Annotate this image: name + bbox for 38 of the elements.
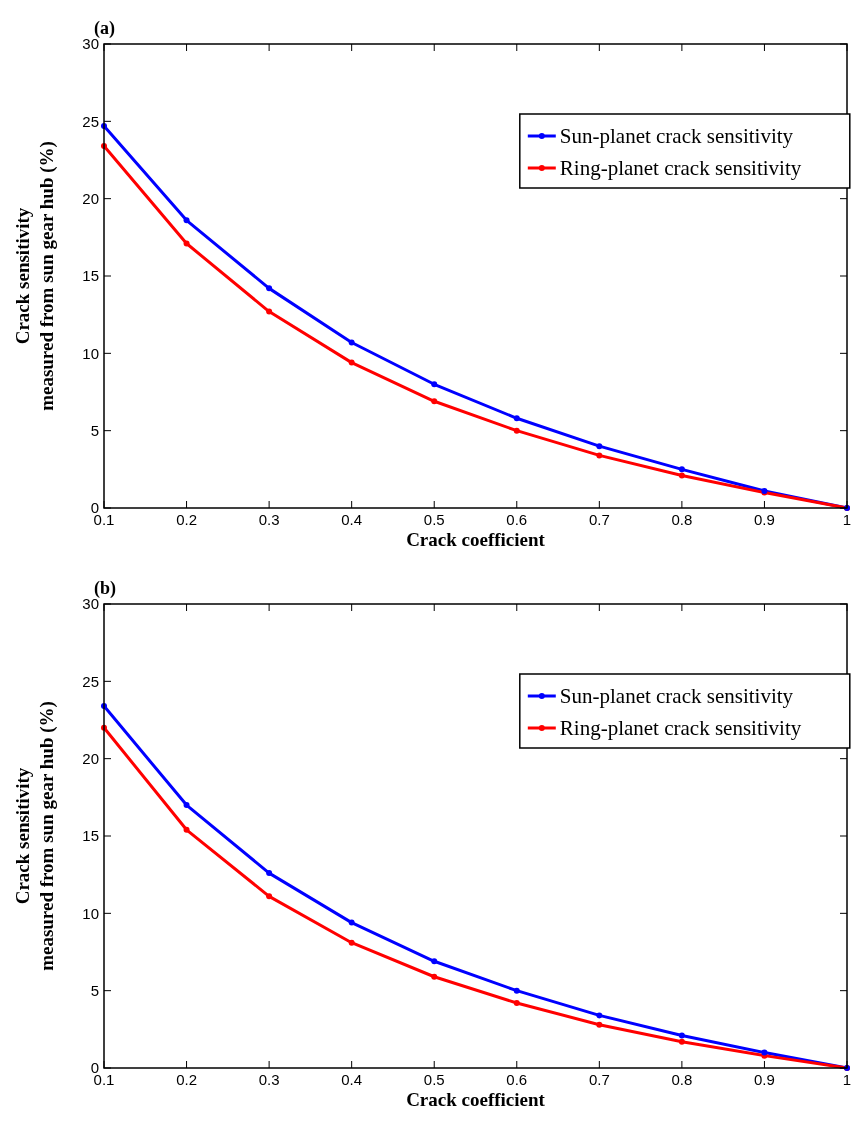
x-tick-label: 0.8 xyxy=(671,511,693,528)
y-tick-label: 15 xyxy=(82,267,99,285)
x-tick-label: 1 xyxy=(842,511,852,528)
legend-label: Sun-planet crack sensitivity xyxy=(559,124,794,149)
chart-title: (b) xyxy=(94,578,116,599)
x-tick-label: 0.7 xyxy=(588,511,610,528)
y-tick-label: 5 xyxy=(90,421,99,439)
y-tick-label: 25 xyxy=(82,112,99,130)
x-tick-label: 0.2 xyxy=(176,1071,197,1088)
chart-title: (a) xyxy=(94,18,115,39)
y-tick-label: 10 xyxy=(82,904,99,922)
y-tick-label: 15 xyxy=(82,827,99,845)
y-axis-title: Crack sensitivity measured from sun gear hub (%) xyxy=(12,141,58,411)
x-tick-label: 0.9 xyxy=(754,1071,775,1088)
x-axis-title: Crack coefficient xyxy=(406,1089,546,1110)
x-tick-label: 0.9 xyxy=(754,511,775,528)
y-tick-label: 10 xyxy=(82,344,99,362)
y-tick-label: 20 xyxy=(82,749,99,767)
legend-label: Ring-planet crack sensitivity xyxy=(559,156,802,181)
y-axis-title: Crack sensitivity measured from sun gear hub (%) xyxy=(12,701,58,971)
x-tick-label: 0.7 xyxy=(588,1071,610,1088)
y-tick-label: 5 xyxy=(90,981,99,999)
legend-label: Sun-planet crack sensitivity xyxy=(559,684,794,709)
x-tick-label: 0.3 xyxy=(258,511,280,528)
y-tick-label: 20 xyxy=(82,189,99,207)
x-tick-label: 0.8 xyxy=(671,1071,693,1088)
x-axis-title: Crack coefficient xyxy=(406,529,546,550)
x-tick-label: 0.5 xyxy=(423,1071,445,1088)
legend-label: Ring-planet crack sensitivity xyxy=(559,716,802,741)
x-tick-label: 0.4 xyxy=(341,1071,363,1088)
x-tick-label: 1 xyxy=(842,1071,852,1088)
x-tick-label: 0.6 xyxy=(506,1071,528,1088)
x-tick-label: 0.3 xyxy=(258,1071,280,1088)
y-tick-label: 25 xyxy=(82,672,99,690)
x-tick-label: 0.2 xyxy=(176,511,197,528)
x-tick-label: 0.5 xyxy=(423,511,445,528)
x-tick-label: 0.4 xyxy=(341,511,363,528)
x-tick-label: 0.6 xyxy=(506,511,528,528)
